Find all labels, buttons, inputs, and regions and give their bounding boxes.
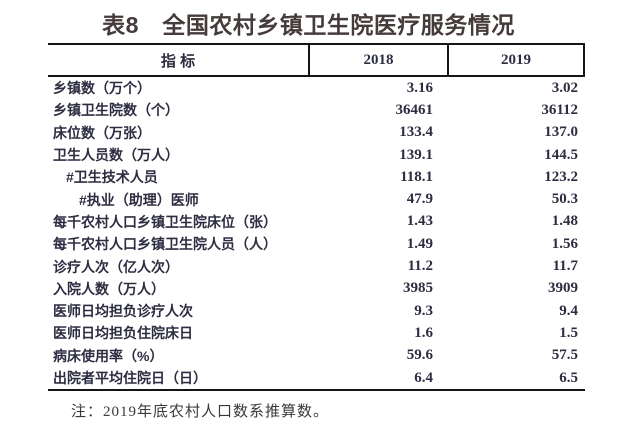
value-2018: 9.3	[414, 302, 433, 319]
table-row: 乡镇数（万个） 3.16 3.02	[48, 77, 585, 99]
row-label: 出院者平均住院日（日）	[53, 370, 207, 386]
row-label: 入院人数（万人）	[53, 280, 165, 297]
value-2019: 57.5	[551, 347, 578, 364]
header-indicator: 指 标	[160, 52, 196, 70]
value-2018: 36461	[395, 101, 434, 118]
row-label: 诊疗人次（亿人次）	[53, 258, 179, 275]
value-2019: 123.2	[544, 168, 578, 185]
row-label: 每千农村人口乡镇卫生院床位（张）	[53, 213, 277, 230]
table-row: 诊疗人次（亿人次） 11.2 11.7	[48, 255, 585, 277]
value-2018: 11.2	[407, 258, 433, 275]
value-2018: 139.1	[399, 146, 433, 163]
row-label: 床位数（万张）	[53, 124, 151, 141]
table-row: 每千农村人口乡镇卫生院床位（张） 1.43 1.48	[48, 211, 585, 233]
table-row: 入院人数（万人） 3985 3909	[48, 278, 585, 300]
value-2019: 3.02	[551, 79, 578, 96]
table-row: 医师日均担负住院床日 1.6 1.5	[48, 322, 585, 344]
table-row: 医师日均担负诊疗人次 9.3 9.4	[48, 300, 585, 322]
row-label: 病床使用率（%）	[53, 347, 164, 364]
value-2019: 1.56	[551, 235, 578, 252]
value-2018: 59.6	[406, 347, 433, 364]
row-label: #执业（助理）医师	[79, 191, 199, 208]
value-2018: 1.43	[406, 213, 433, 230]
data-table: 指 标 2018 2019 乡镇数（万个） 3.16 3.02 乡镇卫生院数（个） 36…	[48, 43, 585, 392]
table-row: 出院者平均住院日（日） 6.4 6.5	[48, 367, 585, 389]
value-2019: 9.4	[559, 302, 578, 319]
table-row: 病床使用率（%） 59.6 57.5	[48, 345, 585, 367]
value-2018: 133.4	[399, 124, 433, 141]
table-row: #卫生技术人员 118.1 123.2	[48, 166, 585, 188]
value-2019: 3909	[548, 280, 578, 297]
value-2018: 3985	[403, 280, 433, 297]
value-2018: 47.9	[406, 191, 433, 208]
table-row: 床位数（万张） 133.4 137.0	[48, 122, 585, 144]
row-label: 医师日均担负住院床日	[53, 325, 193, 342]
value-2018: 118.1	[400, 168, 433, 185]
value-2019: 11.7	[552, 258, 578, 275]
value-2019: 6.5	[559, 369, 578, 386]
value-2019: 137.0	[544, 124, 578, 141]
row-label: 乡镇数（万个）	[53, 80, 151, 97]
table-row: #执业（助理）医师 47.9 50.3	[48, 188, 585, 210]
header-year-2018: 2018	[308, 45, 447, 75]
value-2019: 50.3	[551, 191, 578, 208]
table-title: 表8 全国农村乡镇卫生院医疗服务情况	[102, 12, 515, 38]
row-label: 卫生人员数（万人）	[53, 147, 179, 164]
footnote: 注：2019年底农村人口数系推算数。	[71, 404, 330, 420]
value-2018: 1.6	[414, 324, 433, 341]
table-body: 乡镇数（万个） 3.16 3.02 乡镇卫生院数（个） 36461 36112 床位数（万张…	[48, 77, 585, 392]
row-label: 医师日均担负诊疗人次	[53, 303, 193, 320]
header-year-2019: 2019	[447, 45, 585, 75]
row-label: 每千农村人口乡镇卫生院人员（人）	[53, 236, 277, 253]
table-row: 乡镇卫生院数（个） 36461 36112	[48, 99, 585, 121]
row-label: #卫生技术人员	[66, 169, 158, 186]
value-2018: 3.16	[406, 79, 433, 96]
value-2018: 1.49	[406, 235, 433, 252]
table-row: 每千农村人口乡镇卫生院人员（人） 1.49 1.56	[48, 233, 585, 255]
value-2019: 144.5	[544, 146, 578, 163]
value-2018: 6.4	[414, 369, 433, 386]
value-2019: 1.5	[559, 324, 578, 341]
value-2019: 1.48	[551, 213, 578, 230]
table-row: 卫生人员数（万人） 139.1 144.5	[48, 144, 585, 166]
row-label: 乡镇卫生院数（个）	[53, 102, 179, 119]
value-2019: 36112	[541, 101, 578, 118]
table-header-row: 指 标 2018 2019	[48, 43, 585, 77]
